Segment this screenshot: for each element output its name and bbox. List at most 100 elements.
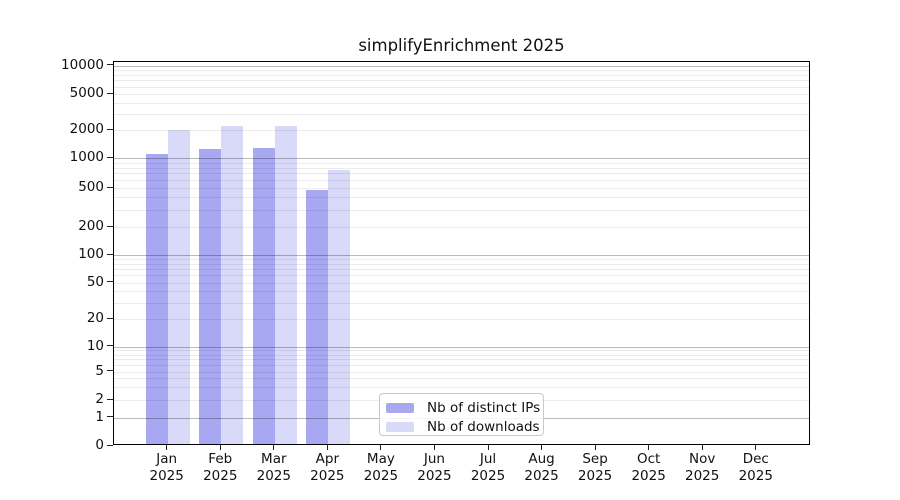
y-tick-label: 500 xyxy=(78,179,104,195)
x-tick-year: 2025 xyxy=(631,467,666,484)
y-axis-tick xyxy=(107,186,113,188)
x-axis-tick xyxy=(594,445,596,450)
y-axis-tick xyxy=(107,345,113,346)
y-tick-label: 0 xyxy=(95,437,104,453)
gridline xyxy=(114,86,809,88)
y-tick-label: 200 xyxy=(78,218,104,234)
gridline xyxy=(114,65,809,67)
x-tick-year: 2025 xyxy=(363,467,399,484)
gridline xyxy=(114,209,809,211)
x-tick-label: Jul 2025 xyxy=(456,451,520,484)
gridline xyxy=(114,102,809,104)
gridline xyxy=(114,302,809,304)
x-tick-label: Nov 2025 xyxy=(670,451,734,484)
y-axis-tick xyxy=(107,444,113,446)
x-tick-year: 2025 xyxy=(310,467,345,484)
y-tick-label: 100 xyxy=(78,246,104,262)
legend: Nb of distinct IPs Nb of downloads xyxy=(379,393,544,436)
gridline xyxy=(114,387,809,389)
bar-nb-of-downloads-apr xyxy=(328,170,351,444)
x-tick-label: Sep 2025 xyxy=(563,451,627,484)
gridline xyxy=(114,364,809,366)
gridline xyxy=(114,130,809,131)
x-tick-month: Jul xyxy=(479,451,497,467)
gridline xyxy=(114,255,809,256)
x-tick-month: Apr xyxy=(315,451,340,467)
gridline xyxy=(114,167,809,169)
gridline xyxy=(114,227,809,228)
x-axis-tick xyxy=(755,445,757,450)
y-axis-tick xyxy=(107,253,113,255)
x-tick-label: Jan 2025 xyxy=(135,451,199,484)
bar-nb-of-downloads-jan xyxy=(167,129,190,444)
gridline xyxy=(114,319,809,320)
x-tick-month: Nov xyxy=(689,451,716,467)
x-tick-year: 2025 xyxy=(470,467,506,484)
y-tick-label: 50 xyxy=(86,273,104,290)
x-tick-month: Oct xyxy=(636,451,661,467)
gridline xyxy=(114,359,809,361)
bar-nb-of-downloads-feb xyxy=(221,126,244,444)
y-axis-tick xyxy=(107,370,113,371)
gridline xyxy=(114,269,809,271)
x-tick-year: 2025 xyxy=(738,467,773,484)
x-tick-year: 2025 xyxy=(524,467,559,484)
x-axis-tick xyxy=(219,445,221,450)
distinct-ips-swatch-icon xyxy=(386,403,414,413)
x-axis-tick xyxy=(326,445,328,450)
x-tick-year: 2025 xyxy=(685,467,720,484)
gridline xyxy=(114,350,809,352)
x-tick-label: Feb 2025 xyxy=(188,451,252,484)
gridline xyxy=(114,69,809,71)
x-tick-month: Aug xyxy=(528,451,555,467)
y-tick-label: 20 xyxy=(86,310,104,326)
x-tick-year: 2025 xyxy=(203,467,238,484)
x-tick-year: 2025 xyxy=(149,467,184,484)
x-tick-label: Dec 2025 xyxy=(724,451,788,484)
x-axis-tick xyxy=(166,445,168,450)
legend-item-downloads: Nb of downloads xyxy=(386,419,543,435)
y-axis-tick xyxy=(107,64,113,65)
downloads-swatch-icon xyxy=(386,422,414,432)
x-tick-month: Jan xyxy=(156,451,178,467)
gridline xyxy=(114,346,809,348)
legend-label: Nb of distinct IPs xyxy=(427,400,541,416)
x-axis-tick xyxy=(701,445,703,450)
bar-nb-of-downloads-mar xyxy=(274,125,297,444)
x-tick-month: Dec xyxy=(742,451,769,467)
x-tick-label: Aug 2025 xyxy=(510,451,574,484)
gridline xyxy=(114,158,809,159)
x-axis-tick xyxy=(273,445,275,450)
y-tick-label: 1000 xyxy=(69,149,104,165)
x-tick-label: Jun 2025 xyxy=(402,451,466,484)
x-tick-label: May 2025 xyxy=(349,451,413,484)
x-tick-year: 2025 xyxy=(417,467,452,484)
gridline xyxy=(114,354,809,356)
x-axis-tick xyxy=(380,445,382,450)
y-tick-label: 10 xyxy=(86,337,104,354)
x-tick-month: Sep xyxy=(582,451,608,467)
x-tick-label: Apr 2025 xyxy=(295,451,359,484)
y-axis-tick xyxy=(107,317,113,319)
y-axis-tick xyxy=(107,225,113,227)
gridline xyxy=(114,263,809,265)
y-axis-tick xyxy=(107,92,113,94)
x-tick-month: Feb xyxy=(208,451,233,467)
x-tick-label: Mar 2025 xyxy=(242,451,306,484)
bar-nb-of-distinct-ips-apr xyxy=(306,189,329,444)
gridline xyxy=(114,259,809,261)
gridline xyxy=(114,188,809,189)
y-tick-label: 1 xyxy=(95,408,104,425)
x-tick-month: Jun xyxy=(423,451,445,467)
y-axis-tick xyxy=(107,128,113,130)
legend-item-distinct-ips: Nb of distinct IPs xyxy=(386,400,543,416)
y-tick-label: 2 xyxy=(95,391,104,407)
gridline xyxy=(114,162,809,164)
bar-nb-of-distinct-ips-feb xyxy=(199,149,222,444)
x-axis-tick xyxy=(541,445,543,450)
x-tick-month: May xyxy=(366,451,395,467)
x-axis-tick xyxy=(487,445,489,450)
gridline xyxy=(114,173,809,175)
y-axis-tick xyxy=(107,281,113,282)
gridline xyxy=(114,197,809,199)
